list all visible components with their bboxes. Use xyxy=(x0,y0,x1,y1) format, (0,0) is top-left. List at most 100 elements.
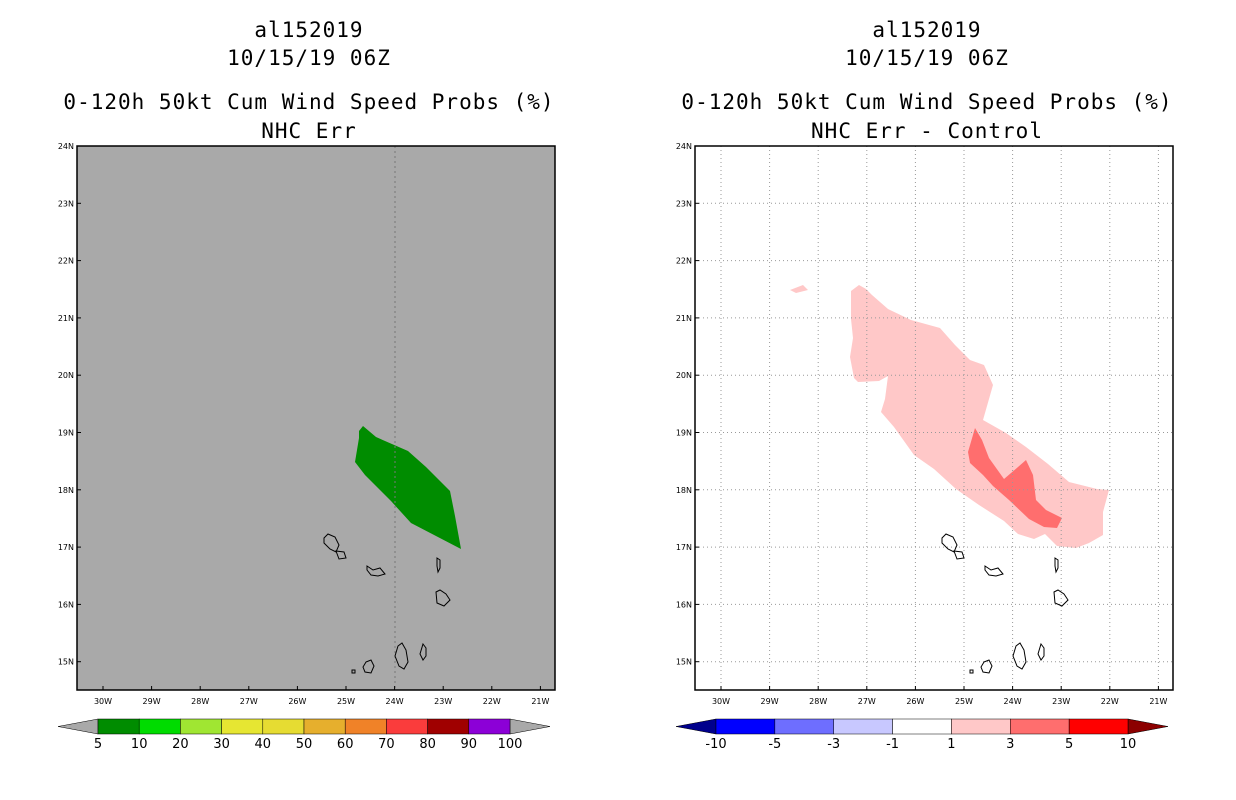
lon-tick-label: 22W xyxy=(1101,697,1119,706)
colorbar-label: 10 xyxy=(131,737,148,752)
cape-verde-islands xyxy=(941,533,1069,674)
lon-tick-label: 25W xyxy=(337,697,355,706)
difference-contours xyxy=(790,285,1109,548)
colorbar-swatch xyxy=(833,718,893,735)
colorbar-swatch xyxy=(386,718,428,735)
colorbar-swatch xyxy=(715,718,776,735)
lat-tick-label: 16N xyxy=(676,600,692,609)
colorbar-label: 5 xyxy=(94,737,102,752)
colorbar-swatch xyxy=(951,718,1011,735)
lat-tick-label: 20N xyxy=(58,371,74,380)
lat-tick-label: 20N xyxy=(676,371,692,380)
colorbar-swatch xyxy=(1010,718,1070,735)
colorbar-label: 60 xyxy=(337,737,354,752)
lon-tick-label: 24W xyxy=(386,697,404,706)
colorbar: -10 -5 -3 -1 1 3 5 10 xyxy=(675,718,1169,752)
lat-tick-label: 15N xyxy=(58,658,74,667)
colorbar-label: 20 xyxy=(172,737,189,752)
colorbar-swatch xyxy=(221,718,264,735)
map-frame xyxy=(694,145,1174,691)
lon-tick-label: 24W xyxy=(1004,697,1022,706)
dotted-gridlines xyxy=(394,146,396,690)
colorbar-label: 70 xyxy=(378,737,395,752)
colorbar-swatch xyxy=(468,718,511,735)
colorbar-low-arrow xyxy=(57,718,99,735)
colorbar-swatch xyxy=(774,718,834,735)
colorbar-low-arrow xyxy=(675,718,717,735)
lat-tick-label: 17N xyxy=(676,543,692,552)
colorbar-swatch xyxy=(97,718,140,735)
lat-tick-label: 21N xyxy=(58,314,74,323)
colorbar-label: 90 xyxy=(461,737,478,752)
colorbar-label: -5 xyxy=(768,737,781,752)
lon-tick-label: 27W xyxy=(240,697,258,706)
colorbar-label: 10 xyxy=(1120,737,1137,752)
colorbar-label: 1 xyxy=(947,737,955,752)
datetime: 10/15/19 06Z xyxy=(845,46,1009,70)
colorbar-swatch xyxy=(344,718,387,735)
difference-map: 24N 23N 22N 21N 20N 19N 18N 17N 16N 15N 30W 29W 28W 2… xyxy=(676,142,1174,706)
lon-tick-label: 28W xyxy=(809,697,827,706)
subtitle: NHC Err - Control xyxy=(811,119,1043,143)
lat-tick-label: 24N xyxy=(676,142,692,151)
lat-tick-label: 18N xyxy=(676,486,692,495)
contour-positive-3-5 xyxy=(968,428,1062,528)
colorbar-label: 30 xyxy=(213,737,230,752)
lat-tick-label: 18N xyxy=(58,486,74,495)
colorbar-swatch xyxy=(180,718,222,735)
dotted-gridlines xyxy=(695,146,1173,690)
axis-ticks: 24N 23N 22N 21N 20N 19N 18N 17N 16N 15N 30W 29W 28W 2… xyxy=(676,142,1168,706)
product-title: 0-120h 50kt Cum Wind Speed Probs (%) xyxy=(63,90,555,114)
colorbar-label: 3 xyxy=(1006,737,1014,752)
colorbar-swatch xyxy=(892,718,952,735)
datetime: 10/15/19 06Z xyxy=(227,46,391,70)
lat-tick-label: 22N xyxy=(676,257,692,266)
lat-tick-label: 19N xyxy=(676,429,692,438)
map-frame xyxy=(76,145,556,691)
lon-tick-label: 30W xyxy=(94,697,112,706)
colorbar-label: 40 xyxy=(255,737,272,752)
lon-tick-label: 29W xyxy=(143,697,161,706)
lat-tick-label: 16N xyxy=(58,600,74,609)
lat-tick-label: 24N xyxy=(58,142,74,151)
colorbar: 5 10 20 30 40 50 60 70 80 90 100 xyxy=(57,718,551,752)
lat-tick-label: 15N xyxy=(676,658,692,667)
colorbar-high-arrow xyxy=(509,718,551,735)
lon-tick-label: 21W xyxy=(1149,697,1167,706)
colorbar-swatch xyxy=(262,718,305,735)
lat-tick-label: 22N xyxy=(58,257,74,266)
lat-tick-label: 17N xyxy=(58,543,74,552)
lat-tick-label: 23N xyxy=(676,199,692,208)
lon-tick-label: 26W xyxy=(288,697,306,706)
storm-id: al152019 xyxy=(872,18,982,42)
colorbar-swatch xyxy=(1068,718,1129,735)
lon-tick-label: 28W xyxy=(191,697,209,706)
colorbar-label: -1 xyxy=(886,737,899,752)
axis-ticks: 24N 23N 22N 21N 20N 19N 18N 17N 16N 15N 30W 29W 28W 2… xyxy=(58,142,550,706)
colorbar-label: -10 xyxy=(705,737,726,752)
probability-contour-5pct xyxy=(355,426,461,549)
colorbar-label: -3 xyxy=(827,737,840,752)
lon-tick-label: 23W xyxy=(434,697,452,706)
lon-tick-label: 27W xyxy=(858,697,876,706)
colorbar-swatch xyxy=(427,718,470,735)
colorbar-label: 100 xyxy=(498,737,523,752)
probability-map: 24N 23N 22N 21N 20N 19N 18N 17N 16N 15N 30W 29W 28W 2… xyxy=(58,142,556,706)
lon-tick-label: 23W xyxy=(1052,697,1070,706)
cape-verde-islands xyxy=(323,533,451,674)
colorbar-high-arrow xyxy=(1127,718,1169,735)
lon-tick-label: 30W xyxy=(712,697,730,706)
lat-tick-label: 23N xyxy=(58,199,74,208)
colorbar-swatch xyxy=(303,718,346,735)
lon-tick-label: 29W xyxy=(761,697,779,706)
subtitle: NHC Err xyxy=(261,119,357,143)
storm-id: al152019 xyxy=(254,18,364,42)
lon-tick-label: 22W xyxy=(483,697,501,706)
lon-tick-label: 26W xyxy=(906,697,924,706)
lat-tick-label: 21N xyxy=(676,314,692,323)
right-panel: al152019 10/15/19 06Z 0-120h 50kt Cum Wi… xyxy=(618,0,1236,800)
colorbar-label: 50 xyxy=(296,737,313,752)
product-title: 0-120h 50kt Cum Wind Speed Probs (%) xyxy=(681,90,1173,114)
colorbar-swatch xyxy=(138,718,181,735)
lat-tick-label: 19N xyxy=(58,429,74,438)
